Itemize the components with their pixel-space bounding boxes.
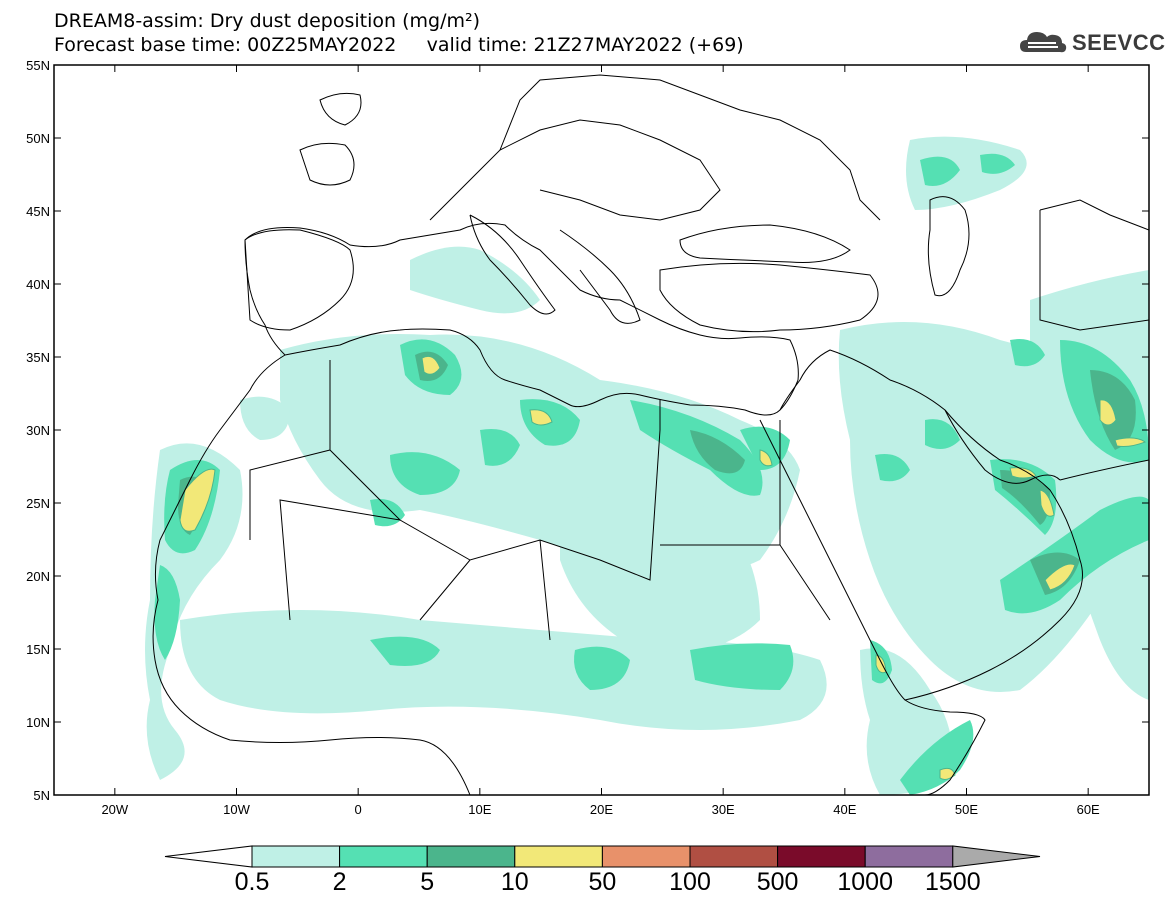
lat-tick-label: 55N [26, 58, 50, 73]
cloud-logo-icon [1020, 32, 1067, 53]
colorbar-swatch [251, 845, 341, 868]
lon-tick-label: 30E [712, 802, 735, 817]
lat-tick-label: 10N [26, 715, 50, 730]
map-subtitle: Forecast base time: 00Z25MAY2022 valid t… [54, 34, 744, 56]
colorbar-max-arrow [952, 845, 1041, 868]
lat-tick-label: 30N [26, 423, 50, 438]
lon-tick-label: 0 [355, 802, 362, 817]
latitude-ticks: 55N 50N 45N 40N 35N 30N 25N 20N 15N 10N 5N [26, 58, 1149, 803]
logo-text: SEEVCCC [1072, 30, 1165, 55]
dust-field [54, 65, 1149, 795]
colorbar-label: 1000 [837, 868, 893, 896]
colorbar-label: 500 [757, 868, 799, 896]
lon-tick-label: 20E [590, 802, 613, 817]
colorbar-label: 1500 [925, 868, 981, 896]
colorbar-swatch [514, 845, 603, 868]
colorbar-label: 100 [669, 868, 711, 896]
lat-tick-label: 20N [26, 569, 50, 584]
colorbar-swatch [601, 845, 691, 868]
coastlines [152, 74, 1149, 795]
lon-tick-label: 10W [223, 802, 250, 817]
lat-tick-label: 50N [26, 131, 50, 146]
lon-tick-label: 60E [1077, 802, 1100, 817]
colorbar: 0.5 2 5 10 50 100 500 1000 1500 [164, 845, 1041, 896]
lat-tick-label: 25N [26, 496, 50, 511]
colorbar-label: 50 [588, 868, 616, 896]
lat-tick-label: 40N [26, 277, 50, 292]
colorbar-swatch [339, 845, 428, 868]
lat-tick-label: 15N [26, 642, 50, 657]
lon-tick-label: 20W [101, 802, 128, 817]
lon-tick-label: 40E [833, 802, 856, 817]
colorbar-swatch [864, 845, 954, 868]
colorbar-label: 10 [501, 868, 529, 896]
lat-tick-label: 45N [26, 204, 50, 219]
colorbar-label: 2 [333, 868, 347, 896]
seevccc-logo: SEEVCCC [1018, 26, 1165, 60]
map-title: DREAM8-assim: Dry dust deposition (mg/m²… [54, 10, 481, 32]
colorbar-min-arrow [164, 845, 253, 868]
longitude-ticks: 20W 10W 0 10E 20E 30E 40E 50E 60E [101, 65, 1100, 817]
colorbar-swatch [426, 845, 516, 868]
colorbar-swatch [689, 845, 779, 868]
lon-tick-label: 50E [955, 802, 978, 817]
colorbar-label: 5 [420, 868, 434, 896]
lon-tick-label: 10E [468, 802, 491, 817]
lat-tick-label: 5N [33, 788, 50, 803]
colorbar-label: 0.5 [235, 868, 270, 896]
colorbar-swatch [777, 845, 866, 868]
lat-tick-label: 35N [26, 350, 50, 365]
